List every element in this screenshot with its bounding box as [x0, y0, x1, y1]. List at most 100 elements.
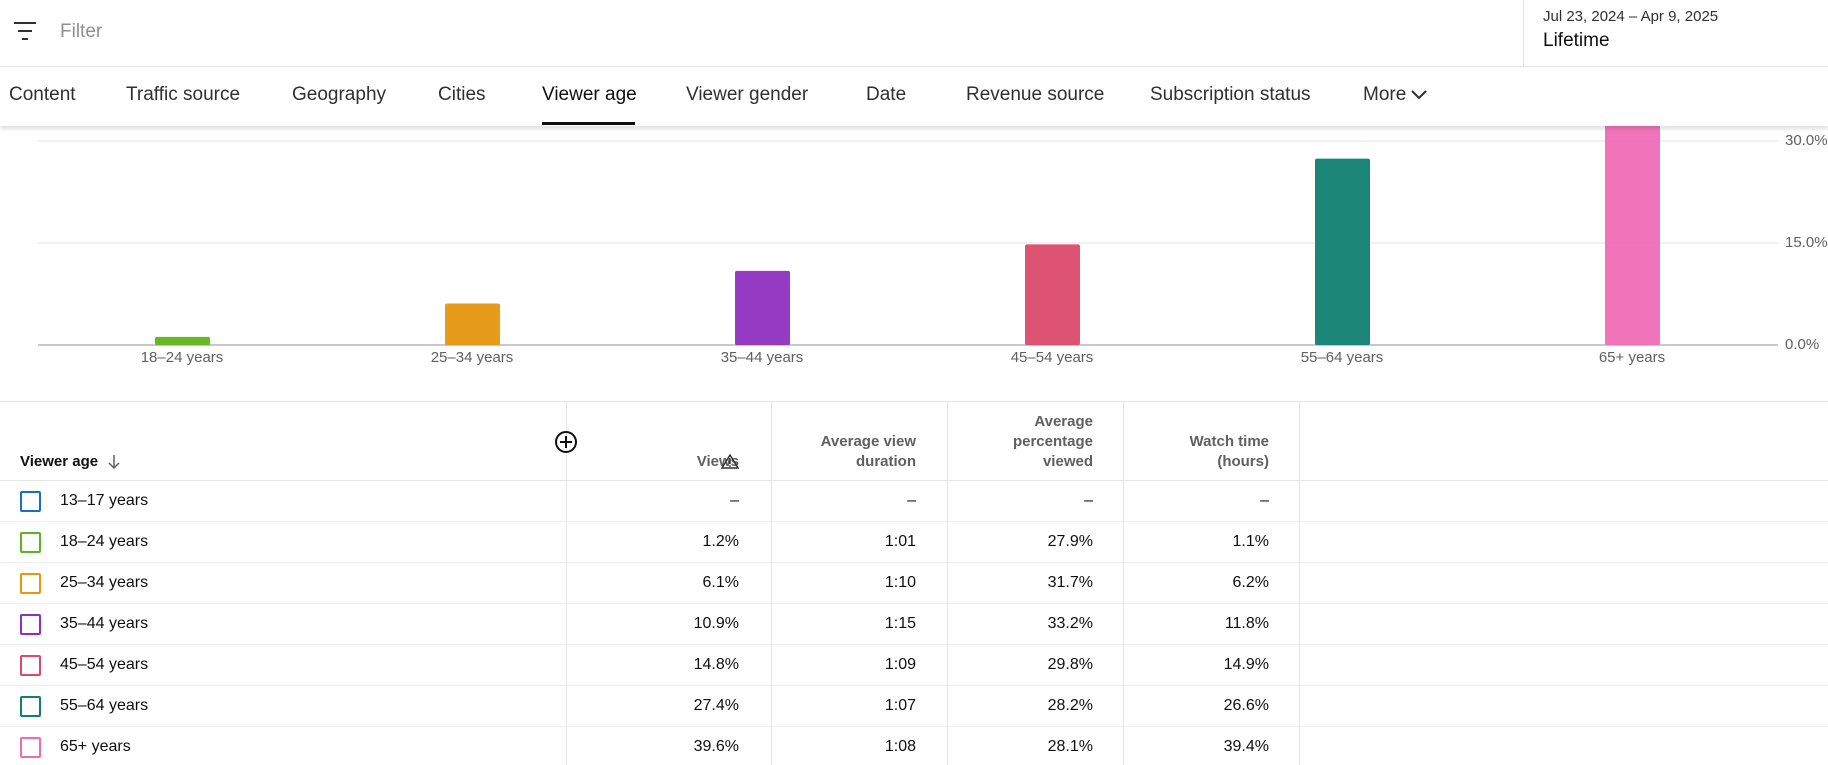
row-checkbox[interactable]: [20, 737, 41, 758]
cell: 1:10: [884, 574, 916, 591]
row-checkbox[interactable]: [20, 532, 41, 553]
cell: –: [730, 492, 739, 509]
tab[interactable]: Viewer gender: [686, 84, 809, 105]
cell: –: [907, 492, 916, 509]
column-border: [947, 401, 948, 765]
cell: 1:09: [884, 656, 916, 673]
tab[interactable]: Traffic source: [126, 84, 241, 105]
row-label: 35–44 years: [60, 615, 149, 632]
tab[interactable]: Date: [866, 84, 907, 105]
row-label: 13–17 years: [60, 492, 149, 509]
cell: 33.2%: [1047, 615, 1093, 632]
row-checkbox[interactable]: [20, 655, 41, 676]
column-header[interactable]: Average percentage viewed: [1012, 413, 1093, 470]
cell: 11.8%: [1224, 615, 1269, 632]
tab[interactable]: Geography: [292, 84, 387, 105]
cell: 27.4%: [693, 697, 739, 714]
cell: 27.9%: [1047, 533, 1093, 550]
row-border: [0, 562, 1828, 563]
x-tick-label: 25–34 years: [431, 349, 514, 366]
tab[interactable]: Cities: [438, 84, 486, 105]
active-tab-underline: [542, 122, 635, 125]
column-border: [566, 401, 567, 765]
add-metric-icon[interactable]: [554, 430, 578, 454]
cell: 1:01: [884, 533, 916, 550]
warning-icon: [721, 453, 739, 469]
tab[interactable]: Revenue source: [966, 84, 1105, 105]
cell: 1.2%: [702, 533, 739, 550]
row-border: [0, 685, 1828, 686]
y-tick-label: 30.0%: [1785, 132, 1828, 149]
column-border: [771, 401, 772, 765]
period: Lifetime: [1543, 30, 1610, 51]
filter-input[interactable]: Filter: [60, 21, 103, 42]
column-header[interactable]: Average view duration: [820, 433, 916, 470]
bar: [1605, 126, 1660, 345]
tab[interactable]: Subscription status: [1150, 84, 1311, 105]
cell: –: [1260, 492, 1269, 509]
date-range: Jul 23, 2024 – Apr 9, 2025: [1543, 8, 1719, 25]
y-tick-label: 15.0%: [1785, 234, 1828, 251]
tab[interactable]: Content: [9, 84, 76, 105]
bar: [735, 270, 790, 345]
cell: 39.6%: [693, 738, 739, 755]
cell: 6.1%: [702, 574, 739, 591]
x-tick-label: 35–44 years: [721, 349, 804, 366]
column-border: [1299, 401, 1300, 765]
cell: 1:15: [884, 615, 916, 632]
x-tick-label: 65+ years: [1599, 349, 1665, 366]
row-border: [0, 521, 1828, 522]
table-top-border: [0, 401, 1828, 402]
row-label: 45–54 years: [60, 656, 149, 673]
tab[interactable]: Viewer age: [542, 84, 637, 105]
cell: 39.4%: [1223, 738, 1269, 755]
column-border: [1123, 401, 1124, 765]
y-tick-label: 0.0%: [1785, 336, 1819, 353]
x-tick-label: 45–54 years: [1011, 349, 1094, 366]
row-checkbox[interactable]: [20, 573, 41, 594]
row-checkbox[interactable]: [20, 491, 41, 512]
tab-bar: [0, 67, 1828, 126]
filter-icon[interactable]: [12, 20, 38, 42]
row-label: 25–34 years: [60, 574, 149, 591]
sort-arrow[interactable]: [106, 453, 122, 471]
chart: 0.0% 15.0% 30.0% 18–24 years 25–34 years 35–4…: [38, 126, 1828, 366]
cell: 29.8%: [1047, 656, 1093, 673]
x-tick-label: 18–24 years: [141, 349, 224, 366]
header-bottom-border: [0, 480, 1828, 481]
cell: 26.6%: [1223, 697, 1269, 714]
column-header[interactable]: Views: [696, 453, 739, 470]
column-header[interactable]: Watch time (hours): [1189, 433, 1269, 470]
column-header[interactable]: Viewer age: [20, 453, 99, 470]
cell: 28.2%: [1047, 697, 1093, 714]
more-chevron[interactable]: [1410, 86, 1428, 104]
row-border: [0, 726, 1828, 727]
row-checkbox[interactable]: [20, 614, 41, 635]
cell: 31.7%: [1047, 574, 1093, 591]
cell: 1:08: [884, 738, 916, 755]
row-checkbox[interactable]: [20, 696, 41, 717]
top-bar: [0, 0, 1828, 67]
date-panel[interactable]: [1523, 0, 1828, 66]
cell: 1.1%: [1232, 533, 1269, 550]
cell: –: [1084, 492, 1093, 509]
bar: [445, 303, 500, 345]
row-label: 18–24 years: [60, 533, 149, 550]
cell: 14.9%: [1223, 656, 1269, 673]
cell: 6.2%: [1232, 574, 1269, 591]
cell: 14.8%: [693, 656, 739, 673]
row-border: [0, 644, 1828, 645]
bar: [1315, 158, 1370, 345]
cell: 28.1%: [1047, 738, 1093, 755]
row-label: 65+ years: [60, 738, 131, 755]
cell: 1:07: [884, 697, 916, 714]
row-border: [0, 603, 1828, 604]
cell: 10.9%: [693, 615, 739, 632]
x-tick-label: 55–64 years: [1301, 349, 1384, 366]
bar: [155, 336, 210, 345]
bar: [1025, 244, 1080, 345]
row-label: 55–64 years: [60, 697, 149, 714]
tab[interactable]: More: [1363, 84, 1407, 105]
